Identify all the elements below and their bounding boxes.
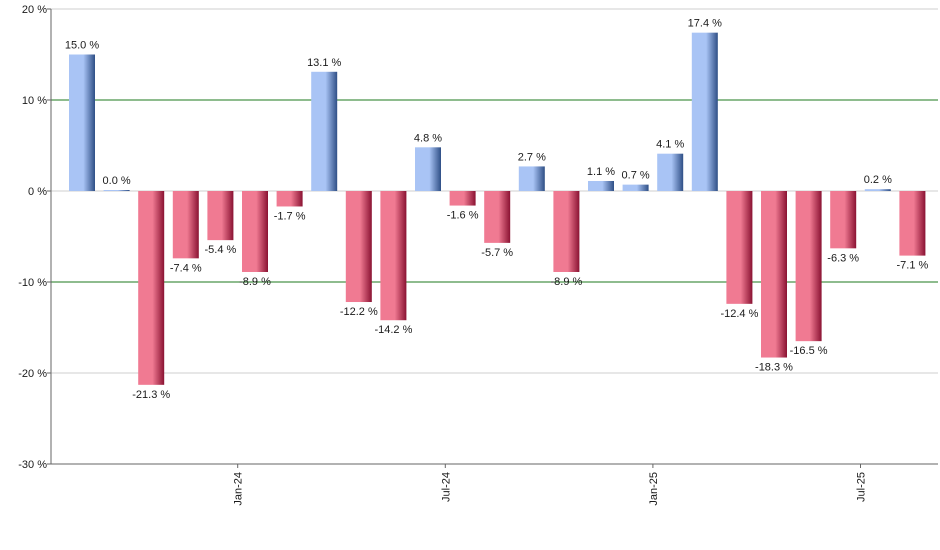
data-label: -21.3 % <box>132 389 170 401</box>
bar <box>345 191 372 303</box>
x-tick-label: Jul-25 <box>856 472 868 502</box>
data-label: -5.7 % <box>481 247 513 259</box>
data-label: -18.3 % <box>755 362 793 374</box>
bar <box>172 191 199 259</box>
bar <box>103 190 130 191</box>
label-layer: 15.0 % 0.0 % -21.3 % -7.4 %-5.4 % -8.9 % -1.7… <box>65 18 929 401</box>
bar <box>588 180 614 191</box>
bar <box>207 191 234 241</box>
data-label: -14.2 % <box>374 324 412 336</box>
data-label: 17.4 % <box>688 18 722 30</box>
bar <box>380 191 407 321</box>
data-label: -7.4 % <box>170 262 202 274</box>
y-tick-label: -20 % <box>18 368 47 380</box>
bar <box>484 191 511 243</box>
bar <box>899 191 926 256</box>
bar <box>864 189 891 191</box>
bar <box>415 147 441 191</box>
data-label: 4.8 % <box>414 132 442 144</box>
bar <box>726 191 753 304</box>
x-tick-label: Jul-24 <box>440 472 452 502</box>
bar <box>69 54 95 191</box>
bar <box>518 166 545 191</box>
bar <box>449 191 476 206</box>
data-label: 13.1 % <box>307 57 341 69</box>
data-label: 4.1 % <box>656 139 684 151</box>
bar <box>553 191 580 272</box>
y-tick-label: -10 % <box>18 277 47 289</box>
data-label: -5.4 % <box>205 244 237 256</box>
data-label: 2.7 % <box>518 151 546 163</box>
bar <box>761 191 787 358</box>
data-label: -1.7 % <box>274 210 306 222</box>
bar <box>691 32 718 191</box>
data-label: -6.3 % <box>827 252 859 264</box>
bar <box>138 191 165 385</box>
data-label: -8.9 % <box>239 276 271 288</box>
bar <box>622 184 649 191</box>
data-label: 0.0 % <box>103 175 131 187</box>
bar-layer <box>69 32 926 385</box>
y-tick-label: -30 % <box>18 459 47 471</box>
data-label: -7.1 % <box>897 260 929 272</box>
bar <box>830 191 857 249</box>
bar <box>276 191 303 207</box>
axis-layer: 20 % 10 % 0 % -10 % -20 % -30 % Jan-24 Jul-24 Ja… <box>18 4 938 506</box>
data-label: -12.4 % <box>720 308 758 320</box>
data-label: 0.7 % <box>622 170 650 182</box>
x-tick-label: Jan-24 <box>233 472 245 506</box>
data-label: 1.1 % <box>587 166 615 178</box>
data-label: 0.2 % <box>864 174 892 186</box>
y-tick-label: 0 % <box>28 186 47 198</box>
x-tick-label: Jan-25 <box>648 472 660 506</box>
bar <box>311 71 338 191</box>
y-tick-label: 20 % <box>22 4 47 16</box>
y-tick-label: 10 % <box>22 95 47 107</box>
data-label: -1.6 % <box>447 210 479 222</box>
data-label: -12.2 % <box>340 306 378 318</box>
bar <box>657 153 684 191</box>
bar <box>795 191 822 342</box>
data-label: 15.0 % <box>65 40 99 52</box>
data-label: -8.9 % <box>551 276 583 288</box>
data-label: -16.5 % <box>790 345 828 357</box>
bar <box>242 191 268 272</box>
